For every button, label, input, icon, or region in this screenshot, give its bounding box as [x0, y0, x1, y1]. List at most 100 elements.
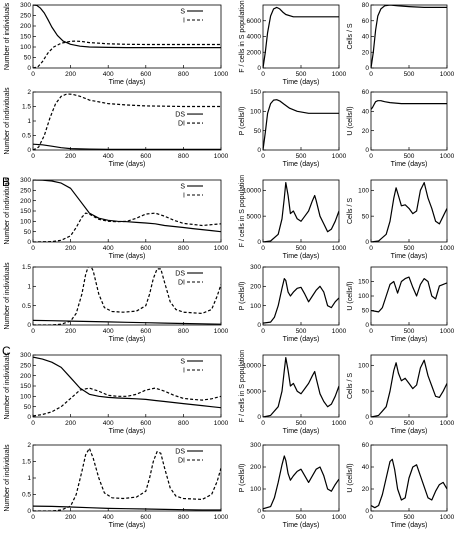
chart-a4: 0 200 400 600 800 1000 0 0.5 1 1.5 2 Time (days) Num… — [4, 87, 229, 168]
series-line-di — [33, 93, 221, 150]
x-tick-label: 500 — [404, 71, 415, 78]
y-tick-label: 100 — [250, 486, 261, 493]
x-axis-label: Time (days) — [109, 161, 146, 168]
y-tick-label: 300 — [250, 442, 261, 449]
x-tick-label: 400 — [103, 420, 114, 427]
x-tick-label: 500 — [296, 514, 307, 521]
x-tick-label: 200 — [65, 245, 76, 252]
x-tick-label: 0 — [261, 514, 265, 521]
series-line-1 — [263, 357, 339, 417]
series-line-i — [33, 212, 221, 242]
series-line-1 — [263, 6, 339, 68]
y-axis-label: U (cells/l) — [347, 106, 354, 135]
chart-a3: 0 500 1000 0 20 40 60 80 Cells / S — [347, 2, 455, 78]
x-tick-label: 400 — [103, 71, 114, 78]
x-tick-label: 0 — [31, 153, 35, 160]
x-tick-label: 200 — [65, 514, 76, 521]
y-tick-label: 0 — [365, 414, 369, 421]
y-tick-label: 1 — [27, 118, 31, 125]
plot-frame — [32, 179, 222, 243]
x-tick-label: 0 — [31, 420, 35, 427]
legend-label: DI — [178, 458, 185, 465]
y-tick-label: 100 — [250, 109, 261, 116]
series-line-i — [33, 387, 221, 417]
y-tick-label: 10000 — [243, 188, 261, 195]
plot-frame — [262, 91, 340, 151]
y-tick-label: 0 — [27, 147, 31, 154]
x-tick-label: 500 — [296, 245, 307, 252]
plot-frame — [370, 266, 448, 326]
x-tick-label: 1000 — [440, 514, 455, 521]
y-axis-label: Number of individuals — [4, 262, 11, 330]
chart-b1: 0 200 400 600 800 1000 0 50 100 150 200 250 300 Time … — [4, 177, 229, 260]
series-line-ds — [33, 143, 221, 150]
chart-c5: 0 500 1000 0 100 200 300 Time (days) P (cells/l) — [239, 442, 347, 529]
y-tick-label: 300 — [20, 177, 31, 184]
y-tick-label: 0 — [27, 414, 31, 421]
y-tick-label: 0 — [257, 322, 261, 329]
y-tick-label: 50 — [24, 55, 32, 62]
y-tick-label: 0 — [257, 147, 261, 154]
y-tick-label: 50 — [362, 213, 370, 220]
chart-b3: 0 500 1000 0 50 100 Time (days) Cells / S — [347, 179, 455, 260]
x-axis-label: Time (days) — [109, 428, 146, 435]
y-tick-label: 40 — [362, 464, 370, 471]
x-tick-label: 0 — [369, 328, 373, 335]
x-tick-label: 1000 — [332, 328, 347, 335]
x-tick-label: 0 — [31, 514, 35, 521]
x-tick-label: 0 — [261, 71, 265, 78]
legend-label: S — [180, 9, 185, 16]
series-line-di — [33, 267, 221, 325]
x-tick-label: 200 — [65, 328, 76, 335]
series-line-i — [33, 40, 221, 68]
y-tick-label: 0 — [365, 322, 369, 329]
y-tick-label: 0 — [27, 239, 31, 246]
series-line-1 — [263, 455, 339, 510]
chart-b6: 0 500 1000 0 50 100 150 Time (days) U (cells/l) — [347, 266, 455, 343]
x-tick-label: 0 — [261, 245, 265, 252]
y-tick-label: 0 — [365, 147, 369, 154]
y-tick-label: 20 — [362, 128, 370, 135]
y-tick-label: 100 — [250, 303, 261, 310]
y-tick-label: 10000 — [243, 363, 261, 370]
y-axis-label: F / cells in S population — [239, 350, 246, 422]
chart-a5: 0 500 1000 0 50 100 150 Time (days) P (cells/l) — [239, 89, 347, 168]
series-line-ds — [33, 505, 221, 511]
x-tick-label: 1000 — [440, 153, 455, 160]
panel-letter-b: B — [2, 175, 10, 189]
legend-label: I — [183, 193, 185, 200]
plot-frame — [32, 4, 222, 69]
x-tick-label: 600 — [140, 245, 151, 252]
y-tick-label: 20 — [362, 486, 370, 493]
y-tick-label: 0 — [257, 414, 261, 421]
y-tick-label: 1 — [27, 475, 31, 482]
y-tick-label: 2000 — [247, 49, 262, 56]
y-tick-label: 2 — [27, 442, 31, 449]
x-tick-label: 0 — [261, 420, 265, 427]
y-axis-label: Cells / S — [347, 23, 354, 49]
x-tick-label: 1000 — [214, 420, 229, 427]
y-tick-label: 250 — [20, 188, 31, 195]
x-tick-label: 500 — [404, 328, 415, 335]
plot-frame — [32, 444, 222, 512]
series-line-1 — [371, 359, 447, 417]
x-tick-label: 1000 — [214, 245, 229, 252]
x-tick-label: 1000 — [332, 514, 347, 521]
y-tick-label: 5000 — [247, 388, 262, 395]
y-axis-label: Cells / S — [347, 198, 354, 224]
y-tick-label: 100 — [20, 44, 31, 51]
x-tick-label: 800 — [178, 514, 189, 521]
y-tick-label: 40 — [362, 109, 370, 116]
series-line-di — [33, 447, 221, 511]
x-axis-label: Time (days) — [109, 336, 146, 343]
y-axis-label: P (cells/l) — [239, 282, 246, 311]
series-line-1 — [371, 182, 447, 242]
series-line-1 — [371, 276, 447, 313]
y-tick-label: 150 — [20, 208, 31, 215]
legend-label: S — [180, 184, 185, 191]
legend-label: I — [183, 18, 185, 25]
y-tick-label: 50 — [24, 229, 32, 236]
chart-a1: 0 200 400 600 800 1000 0 50 100 150 200 250 300 Time … — [4, 2, 229, 86]
legend-label: DI — [178, 280, 185, 287]
